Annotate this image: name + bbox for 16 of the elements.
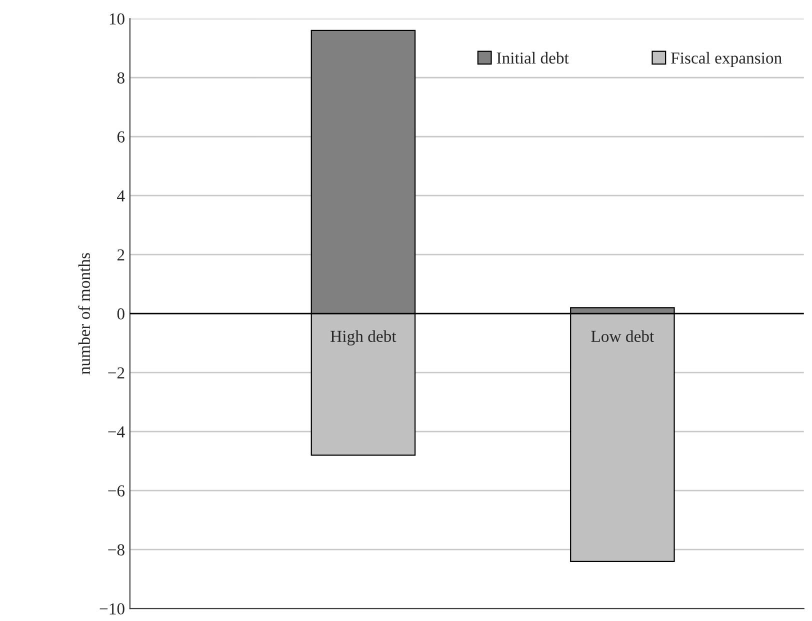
y-tick-label: −10	[100, 603, 124, 615]
y-axis-title: number of months	[78, 253, 90, 374]
legend-label: Fiscal expansion	[671, 52, 782, 68]
y-tick-label: −2	[108, 367, 124, 378]
y-tick-label: 6	[117, 131, 125, 143]
x-tick-label: High debt	[330, 330, 396, 346]
legend-label: Initial debt	[496, 52, 569, 64]
x-tick-label: Low debt	[591, 330, 654, 342]
y-tick-label: 4	[117, 190, 125, 202]
y-tick-label: −4	[108, 426, 125, 438]
y-tick-label: −6	[108, 485, 125, 497]
y-tick-label: −8	[108, 544, 124, 556]
y-tick-label: 0	[117, 308, 124, 320]
y-tick-label: 2	[117, 249, 124, 260]
y-tick-label: 10	[110, 13, 124, 25]
y-tick-label: 8	[117, 72, 124, 84]
